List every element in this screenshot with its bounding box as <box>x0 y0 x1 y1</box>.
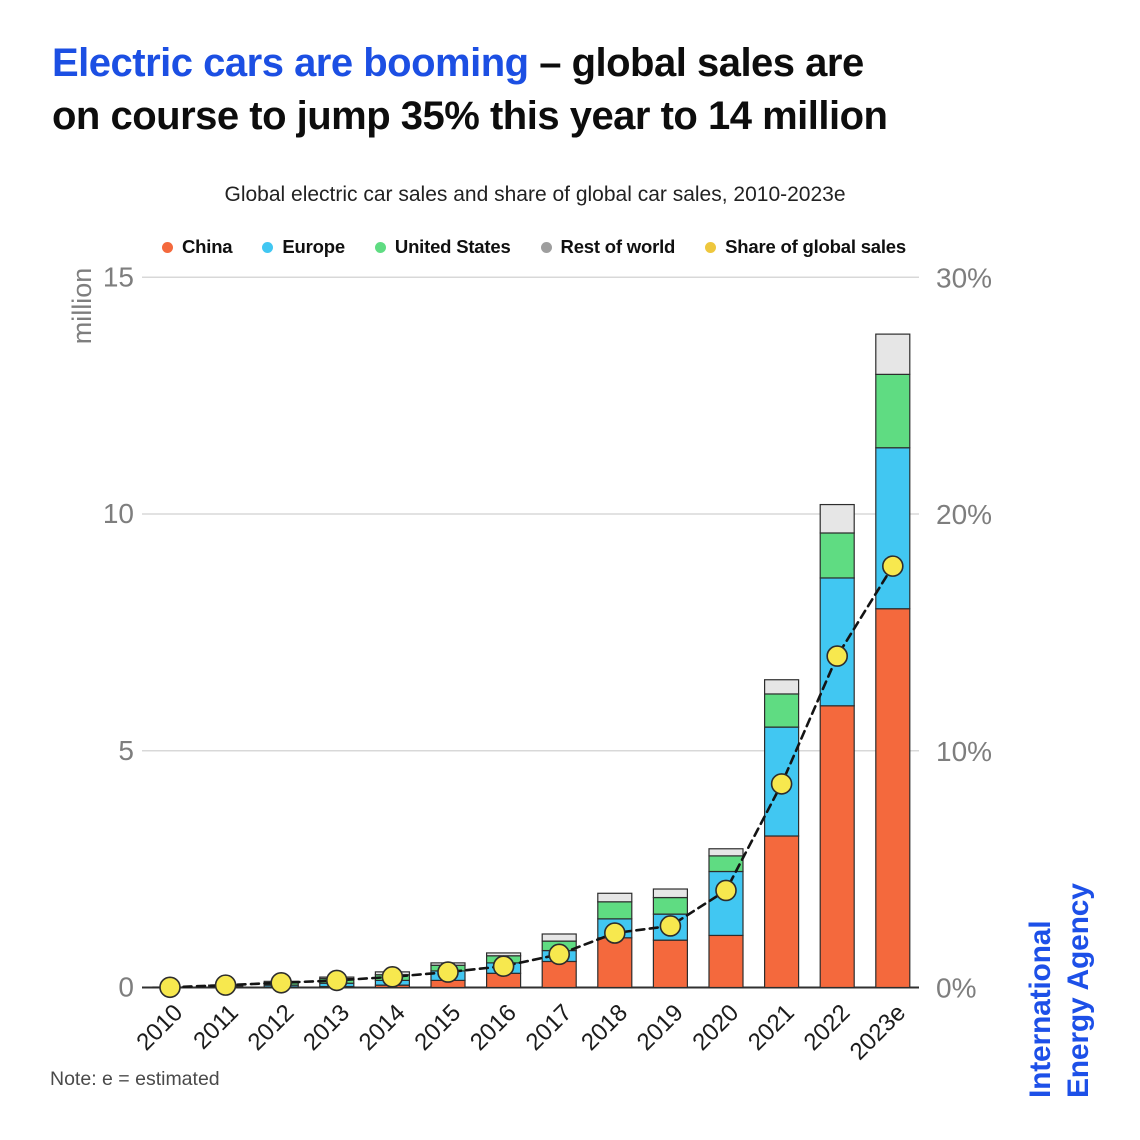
x-axis-label: 2016 <box>465 999 522 1056</box>
bar-segment <box>875 608 911 989</box>
bar-segment <box>541 960 577 989</box>
legend-label: Europe <box>282 236 345 257</box>
share-point <box>881 555 904 577</box>
share-point <box>659 915 682 937</box>
share-point <box>270 971 293 994</box>
chart-legend: China Europe United States Rest of world Sha… <box>0 234 1068 260</box>
legend-dot-icon <box>540 241 552 253</box>
x-axis-label: 2023e <box>845 999 911 1065</box>
y-axis-tick-right: 30% <box>936 262 992 293</box>
y-axis-title: million <box>67 268 97 345</box>
legend-label: United States <box>394 236 511 257</box>
title-line2: on course to jump 35% this year to 14 mi… <box>52 94 888 138</box>
bar-segment <box>819 503 855 534</box>
bar-segment <box>763 835 800 989</box>
bar-segment <box>875 447 911 610</box>
x-axis-label: 2021 <box>743 999 800 1056</box>
iea-logo-line2: Energy Agency <box>1062 883 1095 1098</box>
iea-logo-line1: International <box>1024 920 1057 1098</box>
legend-dot-icon <box>262 241 274 253</box>
bar-segment <box>708 934 744 989</box>
x-axis-label: 2018 <box>576 999 633 1056</box>
share-point <box>826 645 849 667</box>
bar-segment <box>708 848 744 857</box>
x-axis-label: 2015 <box>409 999 466 1056</box>
y-axis-tick-left: 10 <box>103 498 134 529</box>
bar-segment <box>541 933 577 942</box>
y-axis-tick-right: 10% <box>936 736 992 767</box>
share-point <box>603 922 626 944</box>
share-point <box>548 943 571 966</box>
bar-segment <box>486 952 522 957</box>
legend-dot-icon <box>374 241 386 253</box>
legend-item: Europe <box>262 236 345 258</box>
bar-segment <box>597 892 633 903</box>
bar-segment <box>652 939 689 989</box>
share-point <box>214 974 237 996</box>
share-point <box>159 976 181 999</box>
iea-logo: International Energy Agency <box>1022 883 1098 1098</box>
x-axis-label: 2017 <box>521 999 578 1056</box>
y-axis-tick-right: 0% <box>936 973 976 1004</box>
legend-item: Rest of world <box>540 236 676 258</box>
page-title: Electric cars are booming – global sales… <box>52 37 1112 143</box>
footnote: Note: e = estimated <box>50 1068 220 1090</box>
legend-item: United States <box>374 236 511 258</box>
bar-segment <box>597 937 633 989</box>
legend-label: Share of global sales <box>725 236 906 257</box>
y-axis-tick-right: 20% <box>936 499 992 530</box>
x-axis-label: 2012 <box>243 999 300 1056</box>
share-point <box>715 879 737 902</box>
y-axis-tick-left: 0 <box>118 972 134 1003</box>
x-axis-label: 2014 <box>354 999 411 1056</box>
bar-segment <box>819 532 855 579</box>
bar-segment <box>763 679 800 695</box>
bar-segment <box>652 888 689 899</box>
x-axis-label: 2019 <box>632 999 689 1056</box>
share-point <box>381 966 404 988</box>
bar-segment <box>763 693 800 728</box>
bar-segment <box>763 726 800 837</box>
share-point <box>325 969 348 992</box>
bar-segment <box>875 333 911 375</box>
legend-dot-icon <box>705 241 717 253</box>
legend-dot-icon <box>162 241 173 253</box>
chart-subtitle: Global electric car sales and share of g… <box>224 183 846 206</box>
legend-item: China <box>162 236 233 258</box>
legend-item: Share of global sales <box>705 236 906 258</box>
legend-label: Rest of world <box>560 236 676 257</box>
legend-label: China <box>182 236 233 257</box>
x-axis-label: 2010 <box>131 999 188 1056</box>
bar-segment <box>597 901 633 920</box>
y-axis-tick-left: 5 <box>118 735 134 766</box>
share-point <box>437 961 459 983</box>
title-highlight: Electric cars are booming <box>52 41 529 85</box>
bar-segment <box>819 705 855 989</box>
share-point <box>770 773 793 795</box>
share-point <box>492 955 515 977</box>
bar-segment <box>652 896 689 915</box>
x-axis-label: 2020 <box>687 999 744 1056</box>
title-rest: – global sales are <box>528 41 864 85</box>
x-axis-label: 2011 <box>188 999 244 1055</box>
y-axis-tick-left: 15 <box>103 261 134 292</box>
x-axis-label: 2013 <box>298 999 355 1056</box>
bar-segment <box>875 373 911 449</box>
